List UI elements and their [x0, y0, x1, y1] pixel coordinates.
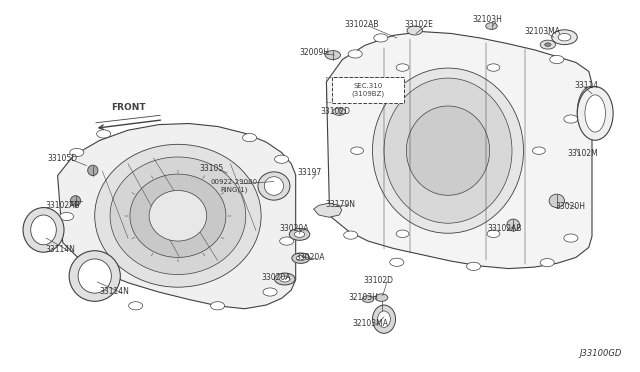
Ellipse shape: [552, 30, 577, 45]
Circle shape: [73, 277, 87, 285]
Circle shape: [540, 40, 556, 49]
Circle shape: [70, 148, 84, 157]
Circle shape: [348, 50, 362, 58]
Ellipse shape: [110, 157, 246, 275]
Ellipse shape: [577, 86, 605, 137]
Circle shape: [275, 273, 295, 285]
Circle shape: [486, 23, 497, 29]
Circle shape: [487, 230, 500, 237]
Circle shape: [396, 64, 409, 71]
Ellipse shape: [583, 94, 600, 129]
Circle shape: [296, 256, 305, 261]
Text: 33102E: 33102E: [404, 20, 434, 29]
Circle shape: [294, 231, 305, 237]
Ellipse shape: [23, 208, 64, 252]
Ellipse shape: [88, 165, 98, 176]
Text: 33114N: 33114N: [99, 287, 129, 296]
Circle shape: [545, 43, 551, 46]
Text: 33102D: 33102D: [364, 276, 394, 285]
Polygon shape: [314, 203, 342, 217]
Circle shape: [351, 147, 364, 154]
Circle shape: [344, 231, 358, 239]
Circle shape: [60, 212, 74, 221]
Text: 00922-29000: 00922-29000: [211, 179, 258, 185]
Circle shape: [374, 34, 388, 42]
Text: 33102D: 33102D: [321, 107, 350, 116]
Text: 33114N: 33114N: [45, 245, 75, 254]
Text: J33100GD: J33100GD: [580, 349, 622, 358]
Circle shape: [129, 302, 143, 310]
Text: 33114: 33114: [574, 81, 598, 90]
Polygon shape: [58, 124, 296, 309]
Ellipse shape: [407, 26, 422, 35]
Text: 32103H: 32103H: [473, 15, 502, 24]
Circle shape: [375, 294, 388, 301]
Circle shape: [564, 115, 578, 123]
Text: 33020A: 33020A: [280, 224, 309, 233]
Circle shape: [532, 147, 545, 154]
Circle shape: [564, 234, 578, 242]
Text: RING(1): RING(1): [221, 186, 248, 193]
Ellipse shape: [31, 215, 56, 245]
Circle shape: [487, 64, 500, 71]
Ellipse shape: [372, 68, 524, 233]
Ellipse shape: [585, 95, 605, 132]
Ellipse shape: [264, 177, 284, 195]
Text: 32103MA: 32103MA: [352, 319, 388, 328]
Circle shape: [289, 228, 310, 240]
Text: 33102AB: 33102AB: [487, 224, 522, 233]
Circle shape: [550, 55, 564, 64]
Text: 32009H: 32009H: [300, 48, 330, 57]
Ellipse shape: [258, 172, 290, 200]
Text: 32103H: 32103H: [349, 293, 378, 302]
Circle shape: [333, 108, 346, 115]
FancyBboxPatch shape: [332, 77, 404, 103]
Circle shape: [280, 276, 290, 282]
Text: 33102AB: 33102AB: [344, 20, 379, 29]
Circle shape: [362, 296, 374, 302]
Circle shape: [540, 259, 554, 267]
Text: 33197: 33197: [298, 169, 322, 177]
Text: 33105: 33105: [199, 164, 223, 173]
Ellipse shape: [95, 144, 261, 287]
Ellipse shape: [549, 194, 564, 208]
Ellipse shape: [507, 219, 520, 231]
Circle shape: [275, 155, 289, 163]
Ellipse shape: [577, 87, 613, 140]
Polygon shape: [326, 32, 592, 269]
Ellipse shape: [384, 78, 512, 223]
Ellipse shape: [149, 190, 207, 241]
Circle shape: [263, 288, 277, 296]
Ellipse shape: [130, 174, 226, 257]
Circle shape: [292, 253, 310, 263]
Circle shape: [558, 33, 571, 41]
Text: 33102M: 33102M: [567, 149, 598, 158]
Circle shape: [390, 258, 404, 266]
Circle shape: [243, 134, 257, 142]
Ellipse shape: [406, 106, 490, 195]
Text: SEC.310
(3109BZ): SEC.310 (3109BZ): [351, 83, 385, 97]
Ellipse shape: [69, 251, 120, 301]
Text: 32103MA: 32103MA: [525, 27, 561, 36]
Text: 33020A: 33020A: [295, 253, 324, 262]
Ellipse shape: [378, 311, 390, 327]
Text: 33020A: 33020A: [262, 273, 291, 282]
Text: FRONT: FRONT: [111, 103, 145, 112]
Ellipse shape: [70, 196, 81, 206]
Text: 33020H: 33020H: [556, 202, 586, 211]
Circle shape: [467, 262, 481, 270]
Circle shape: [211, 302, 225, 310]
Text: 33179N: 33179N: [326, 200, 355, 209]
Text: 33105D: 33105D: [47, 154, 78, 163]
Ellipse shape: [78, 259, 111, 293]
Circle shape: [280, 237, 294, 245]
Circle shape: [396, 230, 409, 237]
Text: 33102AB: 33102AB: [45, 201, 80, 210]
Circle shape: [97, 130, 111, 138]
Ellipse shape: [372, 305, 396, 333]
Circle shape: [325, 51, 340, 60]
